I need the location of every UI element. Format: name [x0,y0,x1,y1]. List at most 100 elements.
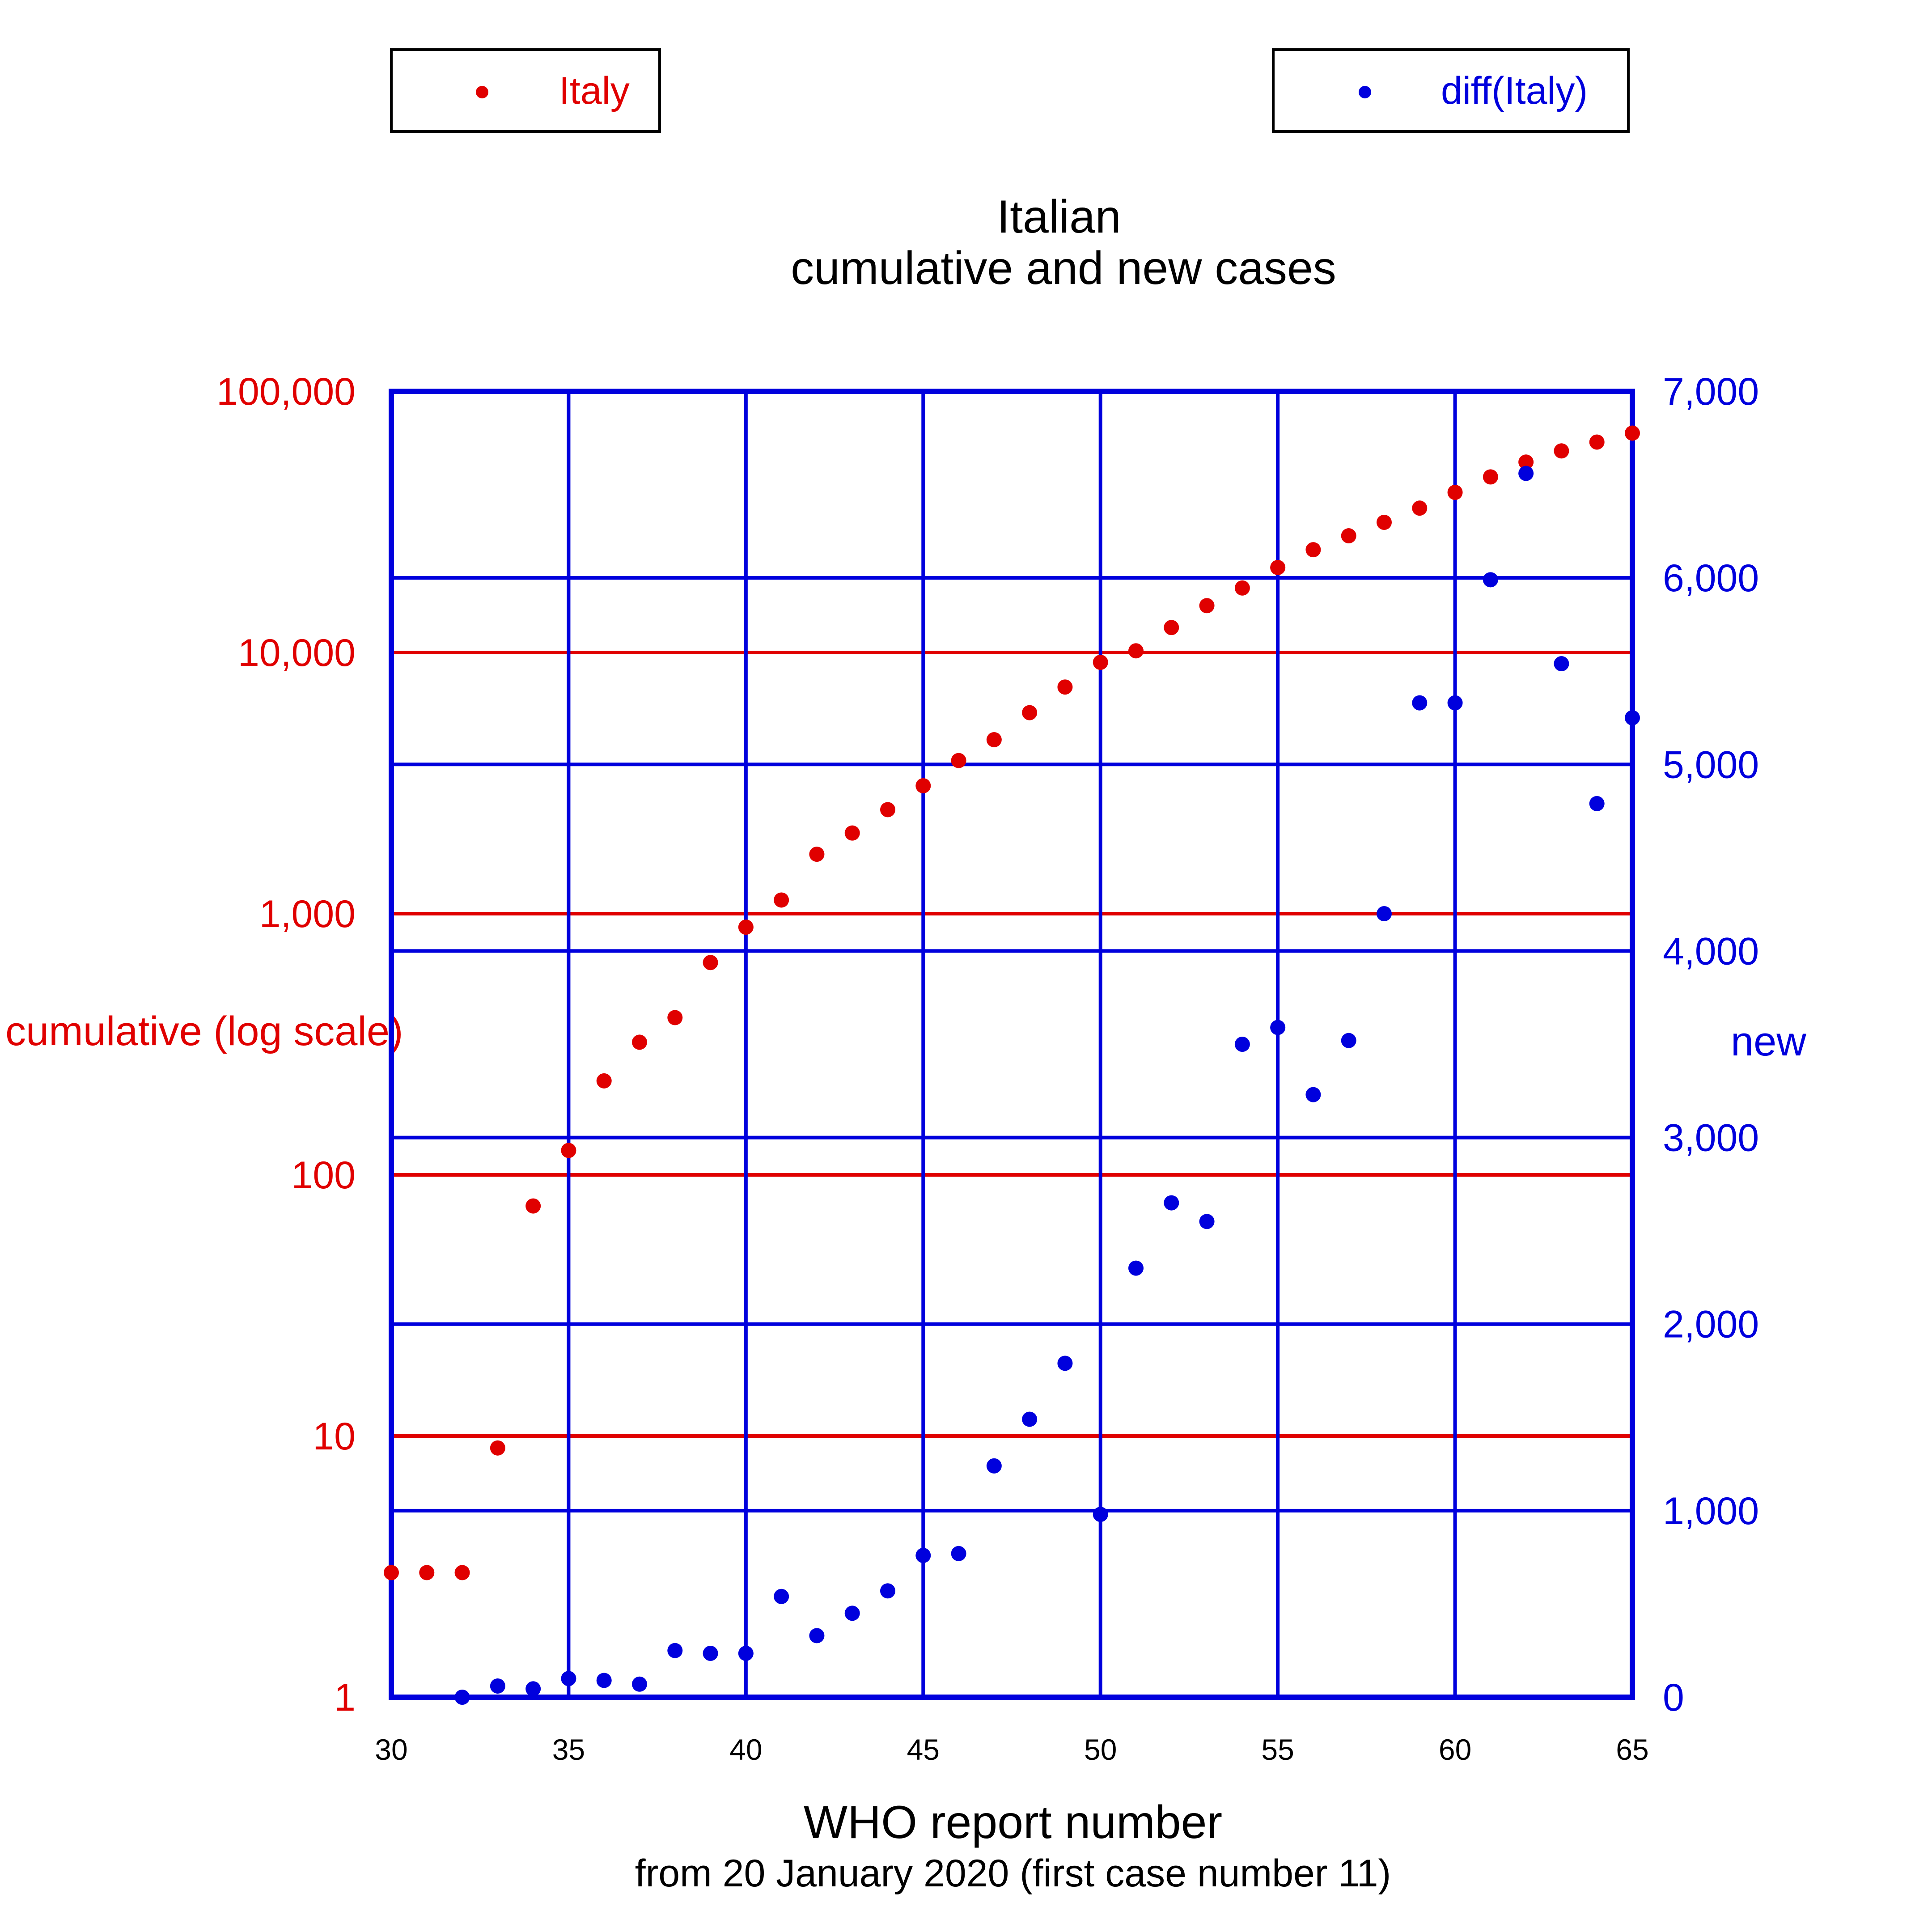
diff-italy-point [880,1583,895,1599]
italy-point [1128,643,1144,659]
diff-italy-point [1164,1195,1179,1211]
italy-point [1589,434,1605,450]
italy-point [1625,425,1640,441]
legend-diff-italy-marker [1359,86,1371,98]
diff-italy-point [596,1673,612,1688]
italy-point [1377,514,1392,530]
y-right-tick-label: 7,000 [1663,370,1759,413]
series-diff-italy [454,466,1640,1705]
italy-point [951,753,966,768]
diff-italy-point [1377,906,1392,921]
plot-border [389,389,1635,1700]
y-right-tick-label: 4,000 [1663,930,1759,973]
x-tick-label: 35 [552,1733,585,1766]
italy-point [419,1565,435,1580]
diff-italy-point [1625,710,1640,725]
x-tick-label: 50 [1084,1733,1117,1766]
italy-point [915,778,931,793]
x-tick-label: 45 [907,1733,940,1766]
grid [391,391,1632,1697]
y-right-tick-label: 3,000 [1663,1117,1759,1160]
y-right-tick-label: 5,000 [1663,743,1759,786]
y-right-tick-label: 2,000 [1663,1303,1759,1346]
italy-point [596,1073,612,1089]
italy-point [1412,500,1428,516]
diff-italy-point [1128,1260,1144,1276]
italy-point [738,919,754,935]
italy-point [1305,542,1321,558]
italy-point [490,1440,505,1456]
italy-point [1518,454,1534,470]
italy-point [844,825,860,841]
italy-point [986,732,1002,747]
diff-italy-point [1554,656,1569,672]
diff-italy-point [1447,695,1463,711]
x-tick-label: 40 [729,1733,762,1766]
italy-point [1483,469,1498,485]
diff-italy-point [1093,1507,1108,1522]
diff-italy-point [951,1546,966,1561]
diff-italy-point [774,1589,789,1604]
diff-italy-point [915,1547,931,1563]
x-tick-label: 30 [375,1733,407,1766]
tick-labels: 30 35 40 45 50 55 60 65 1 10 100 1,000 10,000 100,000… [216,370,1759,1766]
diff-italy-point [490,1678,505,1694]
italy-point [1341,528,1356,544]
italy-point [1164,620,1179,636]
diff-italy-point [1234,1037,1250,1052]
legend-italy-marker [476,86,488,98]
data-points [384,425,1640,1705]
italy-point [1234,580,1250,596]
y-left-tick-label: 100 [292,1154,356,1197]
diff-italy-point [1483,572,1498,588]
y-right-tick-label: 1,000 [1663,1490,1759,1533]
y-right-axis-label: new [1731,1019,1806,1064]
legend-italy-label: Italy [559,69,630,112]
italy-point [561,1143,576,1158]
italy-point [454,1565,470,1580]
diff-italy-point [738,1645,754,1661]
plot-frame [389,389,1635,1700]
italy-point [632,1034,647,1050]
diff-italy-point [1022,1411,1038,1427]
y-right-tick-label: 0 [1663,1676,1684,1719]
diff-italy-point [1057,1356,1073,1371]
diff-italy-point [1589,796,1605,811]
legend-diff-italy-box [1272,48,1630,133]
italy-point [880,802,895,818]
chart-subtitle: cumulative and new cases [791,242,1336,294]
italy-point [525,1198,541,1214]
y-left-tick-label: 10,000 [238,631,356,674]
italy-point [384,1565,399,1580]
x-tick-label: 55 [1261,1733,1294,1766]
y-left-tick-label: 1 [334,1676,356,1719]
italy-point [1199,598,1215,614]
diff-italy-point [1341,1033,1356,1048]
y-left-tick-label: 10 [313,1415,356,1458]
diff-italy-point [1199,1214,1215,1229]
diff-italy-point [986,1458,1002,1474]
italy-point [1554,443,1569,459]
italy-point [703,955,718,970]
diff-italy-point [844,1606,860,1621]
diff-italy-point [1412,695,1428,711]
legend-italy-box [390,48,661,133]
italy-point [774,892,789,908]
legend-diff-italy-label: diff(Italy) [1441,69,1588,112]
diff-italy-point [454,1690,470,1705]
italy-point [1093,654,1108,670]
italy-point [1022,705,1038,720]
diff-italy-point [1270,1020,1286,1035]
diff-italy-point [1518,466,1534,481]
diff-italy-point [809,1628,825,1644]
y-left-axis-label: cumulative (log scale) [5,1008,403,1054]
italy-point [1057,679,1073,695]
diff-italy-point [667,1643,683,1658]
diff-italy-point [1305,1087,1321,1102]
y-right-tick-label: 6,000 [1663,557,1759,600]
x-axis-label: WHO report number [804,1796,1222,1848]
diff-italy-point [561,1671,576,1686]
chart-title: Italian [997,191,1121,243]
legend-diff-italy: diff(Italy) [1272,48,1630,133]
